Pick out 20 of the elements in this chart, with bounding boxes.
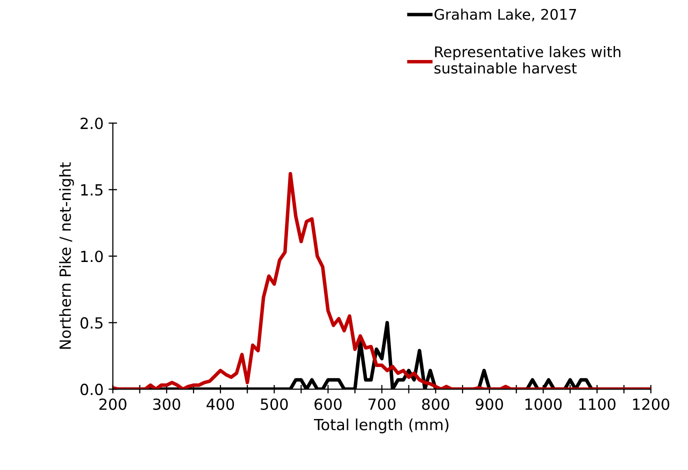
x-tick-label: 200 [99,398,126,410]
x-tick-label: 1200 [633,398,670,410]
x-tick-label: 700 [368,398,396,410]
y-tick-label: 1.5 [81,184,102,196]
x-axis-title: Total length (mm) [314,418,448,434]
x-tick-label: 800 [422,398,450,410]
legend-label: Graham Lake, 2017 [434,8,576,22]
x-tick-label: 1000 [525,398,562,410]
y-tick-label: 0.5 [80,317,102,329]
y-tick-label: 0.0 [80,384,103,396]
x-tick-label: 300 [153,398,180,410]
x-tick-label: 600 [314,398,342,410]
y-tick-label: 2.0 [80,118,103,130]
x-tick-label: 900 [476,398,504,410]
legend-label: Representative lakes with sustainable harvest [434,46,620,74]
y-axis-title: Northern Pike / net-night [59,162,74,349]
x-tick-label: 400 [206,398,234,410]
x-tick-label: 1100 [579,398,616,410]
x-tick-label: 500 [260,398,288,410]
y-tick-label: 1.0 [81,250,103,262]
